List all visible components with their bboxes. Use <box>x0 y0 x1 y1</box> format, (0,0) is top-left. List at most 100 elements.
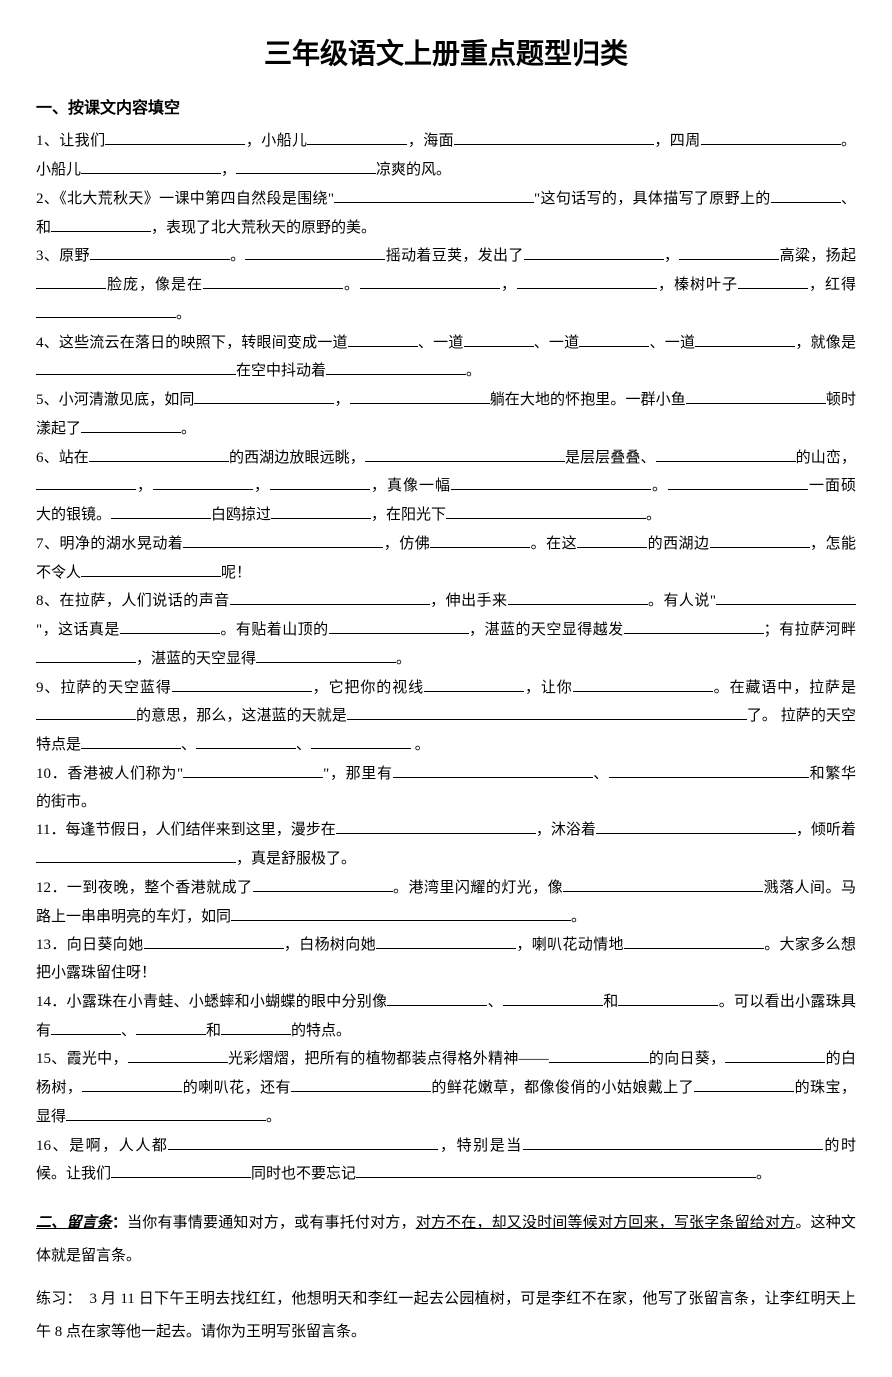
blank <box>523 1132 723 1150</box>
q3-text: 3、原野 <box>36 248 90 264</box>
question-9: 9、拉萨的天空蓝得，它把你的视线，让你。在藏语中，拉萨是的意思，那么，这湛蓝的天… <box>36 674 856 760</box>
blank <box>454 127 654 145</box>
page-title: 三年级语文上册重点题型归类 <box>36 28 856 80</box>
q15-text: 的喇叭花，还有 <box>182 1080 291 1096</box>
q7-text: 。在这 <box>530 536 577 552</box>
q3-text: ，红得 <box>808 277 856 293</box>
question-12: 12．一到夜晚，整个香港就成了。港湾里闪耀的灯光，像溅落人间。马路上一串串明亮的… <box>36 874 856 932</box>
section2-heading-prefix: 二、 <box>36 1215 66 1231</box>
blank <box>503 988 603 1006</box>
q3-text: 脸庞，像是在 <box>106 277 203 293</box>
question-10: 10．香港被人们称为""，那里有、和繁华的街市。 <box>36 760 856 817</box>
q15-text: 。 <box>266 1109 281 1125</box>
blank <box>329 616 469 634</box>
q1-text: 1、让我们 <box>36 133 105 149</box>
q9-text: 。 <box>411 737 430 753</box>
blank <box>120 616 220 634</box>
blank <box>245 242 385 260</box>
question-4: 4、这些流云在落日的映照下，转眼间变成一道、一道、一道、一道，就像是在空中抖动着… <box>36 329 856 387</box>
blank <box>36 645 136 663</box>
q3-text: ，榛树叶子 <box>657 277 738 293</box>
question-11: 11．每逢节假日，人们结伴来到这里，漫步在，沐浴着，倾听着，真是舒服极了。 <box>36 816 856 874</box>
q3-text: ， <box>500 277 517 293</box>
blank <box>136 1017 206 1035</box>
blank <box>253 874 393 892</box>
q9-text: ，让你 <box>524 680 573 696</box>
q6-text: ， <box>253 478 270 494</box>
q8-text: ，湛蓝的天空显得越发 <box>469 622 624 638</box>
q6-text: ，真像一幅 <box>370 478 451 494</box>
q5-text: 5、小河清澈见底，如同 <box>36 392 194 408</box>
q9-text: 、 <box>296 737 311 753</box>
q13-text: ，喇叭花动情地 <box>516 937 624 953</box>
q8-text: 。 <box>396 651 411 667</box>
q5-text: 躺在大地的怀抱里。一群小鱼 <box>490 392 686 408</box>
q9-text: ，它把你的视线 <box>312 680 424 696</box>
q8-text: ，伸出手来 <box>430 593 508 609</box>
blank <box>81 731 181 749</box>
q3-text: 。 <box>176 306 191 322</box>
blank <box>579 329 649 347</box>
q1-text: ，四周 <box>654 133 701 149</box>
q9-text: 的意思，那么，这湛蓝的天就是 <box>136 708 347 724</box>
blank <box>196 731 296 749</box>
question-3: 3、原野。摇动着豆荚，发出了，高粱，扬起脸庞，像是在。，，榛树叶子，红得。 <box>36 242 856 328</box>
q7-text: ，仿佛 <box>383 536 430 552</box>
blank <box>89 444 229 462</box>
blank <box>668 472 808 490</box>
q4-text: 。 <box>466 363 481 379</box>
blank <box>336 816 536 834</box>
blank <box>348 329 418 347</box>
question-13: 13．向日葵向她，白杨树向她，喇叭花动情地。大家多么想把小露珠留住呀！ <box>36 931 856 988</box>
q4-text: 、一道 <box>418 335 464 351</box>
blank <box>183 760 323 778</box>
q8-text: ；有拉萨河畔 <box>764 622 856 638</box>
q10-text: 、 <box>593 766 609 782</box>
question-8: 8、在拉萨，人们说话的声音，伸出手来。有人说""，这话真是。有贴着山顶的，湛蓝的… <box>36 587 856 673</box>
section2-heading-suffix: ： <box>112 1215 127 1231</box>
q1-text: ， <box>221 162 236 178</box>
blank <box>270 472 370 490</box>
blank <box>36 357 236 375</box>
blank <box>66 1103 266 1121</box>
question-16: 16、是啊，人人都，特别是当的时候。让我们同时也不要忘记。 <box>36 1132 856 1190</box>
blank <box>236 156 376 174</box>
q12-text: 。 <box>571 909 586 925</box>
q2-text: ，表现了北大荒秋天的原野的美。 <box>151 220 376 236</box>
blank <box>430 530 530 548</box>
blank <box>271 501 371 519</box>
blank <box>695 329 795 347</box>
blank <box>36 300 176 318</box>
blank <box>624 931 764 949</box>
question-2: 2、《北大荒秋天》一课中第四自然段是围绕""这句话写的，具体描写了原野上的、和，… <box>36 185 856 243</box>
q4-text: 在空中抖动着 <box>236 363 326 379</box>
q14-text: 14．小露珠在小青蛙、小蟋蟀和小蝴蝶的眼中分别像 <box>36 994 387 1010</box>
blank <box>368 1132 438 1150</box>
blank <box>350 386 490 404</box>
blank <box>144 931 284 949</box>
blank <box>596 816 796 834</box>
q3-text: 。 <box>230 248 246 264</box>
q16-text: ，特别是当 <box>438 1138 522 1154</box>
question-6: 6、站在的西湖边放眼远眺，是层层叠叠、的山峦，，，，真像一幅。一面硕大的银镜。白… <box>36 444 856 530</box>
q10-text: 10．香港被人们称为" <box>36 766 183 782</box>
blank <box>81 415 181 433</box>
blank <box>360 271 500 289</box>
q2-text: "这句话写的，具体描写了原野上的 <box>534 191 771 207</box>
blank <box>556 1160 756 1178</box>
q3-text: 。 <box>343 277 360 293</box>
blank <box>36 845 236 863</box>
blank <box>203 271 343 289</box>
q6-text: 。 <box>651 478 668 494</box>
q4-text: ，就像是 <box>795 335 856 351</box>
blank <box>111 1160 251 1178</box>
blank <box>168 1132 368 1150</box>
blank <box>334 185 534 203</box>
q16-text: 。 <box>756 1166 771 1182</box>
q8-text: ，湛蓝的天空显得 <box>136 651 256 667</box>
blank <box>618 988 718 1006</box>
q3-text: ， <box>664 248 680 264</box>
blank <box>716 587 856 605</box>
blank <box>771 185 841 203</box>
q8-text: 8、在拉萨，人们说话的声音 <box>36 593 230 609</box>
